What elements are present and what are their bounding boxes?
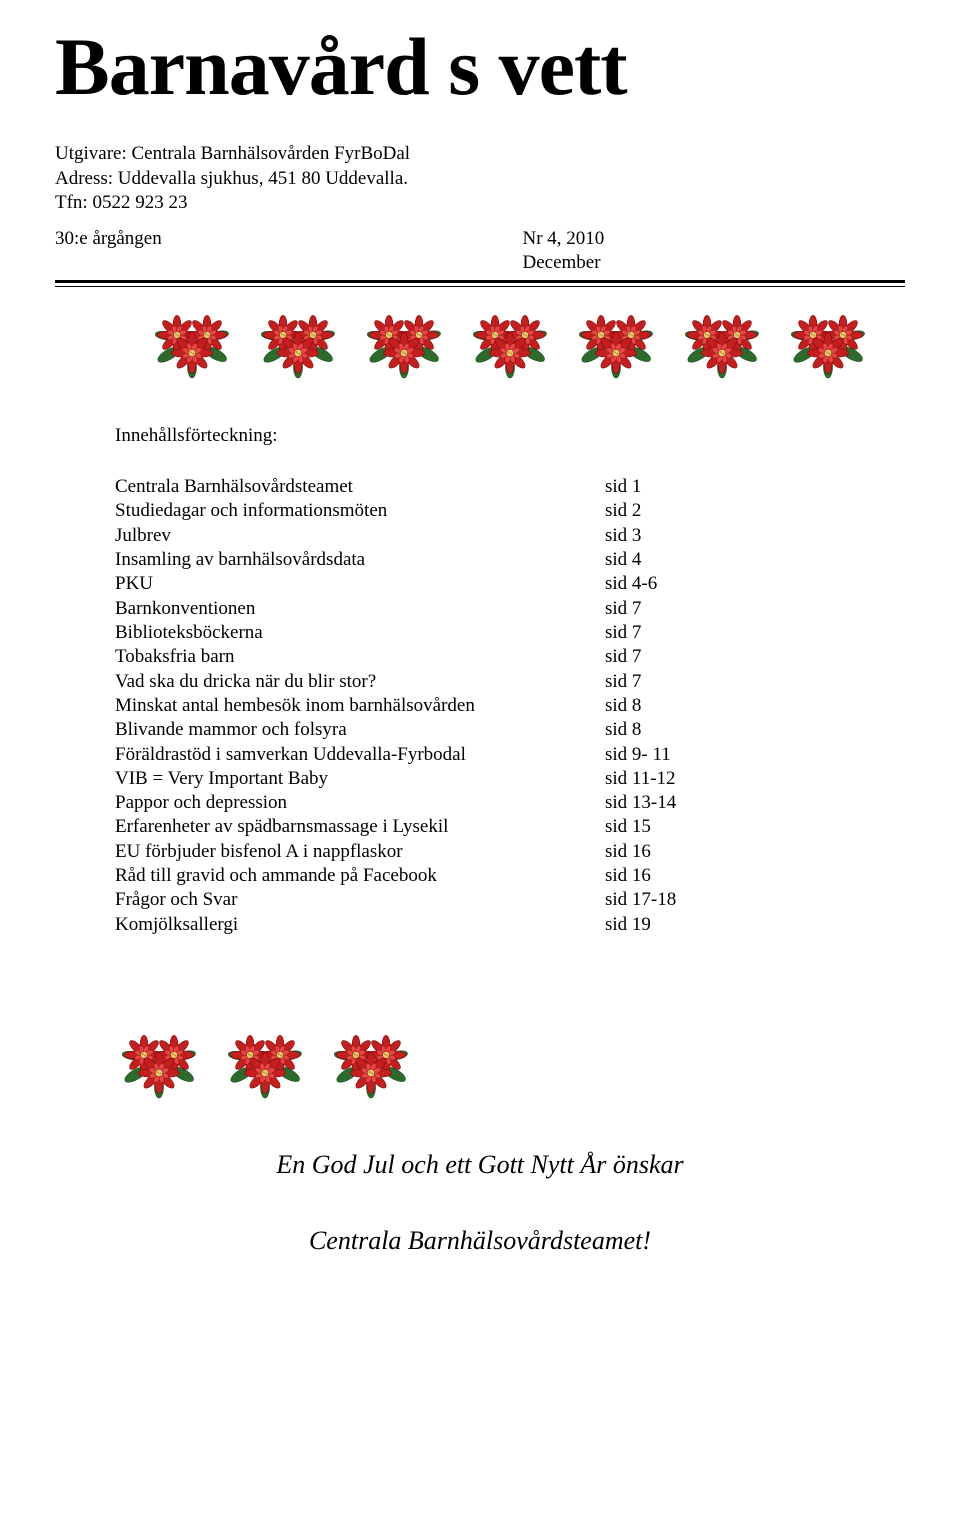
- poinsettia-cluster: [254, 297, 342, 390]
- toc-page: sid 16: [605, 840, 905, 864]
- toc-row: Studiedagar och informationsmötensid 2: [115, 499, 905, 523]
- toc-page: sid 4: [605, 548, 905, 572]
- poinsettia-icon: [221, 1017, 309, 1105]
- toc-row: Föräldrastöd i samverkan Uddevalla-Fyrbo…: [115, 743, 905, 767]
- poinsettia-cluster: [221, 1017, 309, 1110]
- toc-label: Julbrev: [115, 524, 605, 548]
- toc-page: sid 8: [605, 718, 905, 742]
- toc-label: VIB = Very Important Baby: [115, 767, 605, 791]
- toc-label: Erfarenheter av spädbarnsmassage i Lysek…: [115, 815, 605, 839]
- toc-page: sid 7: [605, 597, 905, 621]
- toc-row: Blivande mammor och folsyrasid 8: [115, 718, 905, 742]
- toc-label: Studiedagar och informationsmöten: [115, 499, 605, 523]
- toc-page: sid 9- 11: [605, 743, 905, 767]
- poinsettia-border-top: [55, 297, 905, 390]
- toc-label: Föräldrastöd i samverkan Uddevalla-Fyrbo…: [115, 743, 605, 767]
- publisher-line: Utgivare: Centrala Barnhälsovården FyrBo…: [55, 142, 905, 167]
- poinsettia-icon: [254, 297, 342, 385]
- toc-row: Centrala Barnhälsovårdsteametsid 1: [115, 475, 905, 499]
- toc-page: sid 2: [605, 499, 905, 523]
- toc-label: Tobaksfria barn: [115, 645, 605, 669]
- poinsettia-icon: [327, 1017, 415, 1105]
- toc-page: sid 15: [605, 815, 905, 839]
- poinsettia-icon: [148, 297, 236, 385]
- poinsettia-cluster: [784, 297, 872, 390]
- poinsettia-icon: [784, 297, 872, 385]
- toc-row: EU förbjuder bisfenol A i nappflaskorsid…: [115, 840, 905, 864]
- poinsettia-icon: [572, 297, 660, 385]
- toc-page: sid 17-18: [605, 888, 905, 912]
- toc-row: Erfarenheter av spädbarnsmassage i Lysek…: [115, 815, 905, 839]
- greeting-text: En God Jul och ett Gott Nytt År önskar: [55, 1150, 905, 1180]
- toc-label: Pappor och depression: [115, 791, 605, 815]
- toc-page: sid 1: [605, 475, 905, 499]
- toc-row: Vad ska du dricka när du blir stor?sid 7: [115, 670, 905, 694]
- toc-page: sid 7: [605, 670, 905, 694]
- toc-label: Insamling av barnhälsovårdsdata: [115, 548, 605, 572]
- poinsettia-border-bottom: [55, 1017, 905, 1110]
- edition-number: Nr 4, 2010: [523, 228, 906, 250]
- poinsettia-icon: [115, 1017, 203, 1105]
- toc-page: sid 13-14: [605, 791, 905, 815]
- contents-heading: Innehållsförteckning:: [115, 425, 905, 447]
- toc-label: Frågor och Svar: [115, 888, 605, 912]
- toc-label: EU förbjuder bisfenol A i nappflaskor: [115, 840, 605, 864]
- divider-thin: [55, 286, 905, 287]
- toc-page: sid 8: [605, 694, 905, 718]
- toc-row: Barnkonventionensid 7: [115, 597, 905, 621]
- toc-page: sid 19: [605, 913, 905, 937]
- divider-thick: [55, 280, 905, 283]
- toc-row: Tobaksfria barnsid 7: [115, 645, 905, 669]
- toc-label: Minskat antal hembesök inom barnhälsovår…: [115, 694, 605, 718]
- toc-row: Pappor och depressionsid 13-14: [115, 791, 905, 815]
- toc-page: sid 7: [605, 645, 905, 669]
- edition-row: 30:e årgången Nr 4, 2010: [55, 228, 905, 250]
- toc-label: Komjölksallergi: [115, 913, 605, 937]
- poinsettia-cluster: [466, 297, 554, 390]
- poinsettia-icon: [466, 297, 554, 385]
- newsletter-title: Barnavård s vett: [55, 20, 905, 114]
- poinsettia-cluster: [678, 297, 766, 390]
- toc-row: Råd till gravid och ammande på Facebooks…: [115, 864, 905, 888]
- signature-text: Centrala Barnhälsovårdsteamet!: [55, 1226, 905, 1256]
- toc-label: Råd till gravid och ammande på Facebook: [115, 864, 605, 888]
- address-line: Adress: Uddevalla sjukhus, 451 80 Uddeva…: [55, 167, 905, 192]
- toc-page: sid 11-12: [605, 767, 905, 791]
- publisher-block: Utgivare: Centrala Barnhälsovården FyrBo…: [55, 142, 905, 216]
- toc-row: VIB = Very Important Babysid 11-12: [115, 767, 905, 791]
- toc-label: PKU: [115, 572, 605, 596]
- poinsettia-cluster: [115, 1017, 203, 1110]
- toc-page: sid 16: [605, 864, 905, 888]
- toc-row: PKUsid 4-6: [115, 572, 905, 596]
- phone-line: Tfn: 0522 923 23: [55, 191, 905, 216]
- toc-page: sid 3: [605, 524, 905, 548]
- toc-row: Frågor och Svarsid 17-18: [115, 888, 905, 912]
- toc-row: Biblioteksböckernasid 7: [115, 621, 905, 645]
- toc-label: Blivande mammor och folsyra: [115, 718, 605, 742]
- poinsettia-cluster: [572, 297, 660, 390]
- poinsettia-cluster: [360, 297, 448, 390]
- toc-label: Biblioteksböckerna: [115, 621, 605, 645]
- poinsettia-cluster: [148, 297, 236, 390]
- toc-row: Minskat antal hembesök inom barnhälsovår…: [115, 694, 905, 718]
- toc-page: sid 7: [605, 621, 905, 645]
- edition-year: 30:e årgången: [55, 228, 523, 250]
- edition-month: December: [55, 252, 905, 274]
- toc-label: Centrala Barnhälsovårdsteamet: [115, 475, 605, 499]
- toc-label: Vad ska du dricka när du blir stor?: [115, 670, 605, 694]
- toc-row: Julbrevsid 3: [115, 524, 905, 548]
- toc-row: Komjölksallergisid 19: [115, 913, 905, 937]
- toc-row: Insamling av barnhälsovårdsdatasid 4: [115, 548, 905, 572]
- toc-label: Barnkonventionen: [115, 597, 605, 621]
- poinsettia-icon: [360, 297, 448, 385]
- poinsettia-icon: [678, 297, 766, 385]
- poinsettia-cluster: [327, 1017, 415, 1110]
- toc-page: sid 4-6: [605, 572, 905, 596]
- table-of-contents: Centrala Barnhälsovårdsteametsid 1Studie…: [115, 475, 905, 937]
